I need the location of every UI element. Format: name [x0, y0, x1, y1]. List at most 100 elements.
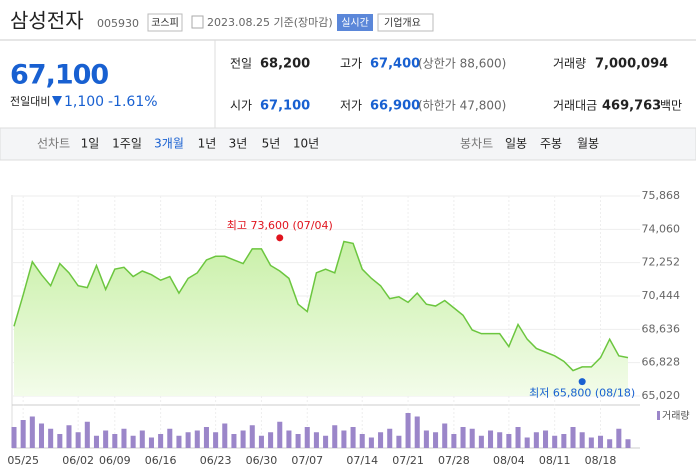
- change-rate: -1.61%: [108, 94, 158, 110]
- period-tab[interactable]: 10년: [293, 137, 319, 151]
- candle-tab[interactable]: 월봉: [577, 137, 599, 151]
- calendar-icon: [191, 15, 204, 29]
- volume-bar: [29, 416, 35, 448]
- realtime-badge[interactable]: [337, 14, 373, 31]
- stat-value: 66,900: [370, 99, 420, 114]
- volume-bar: [103, 430, 109, 448]
- price-area: [14, 241, 628, 396]
- volume-bar: [249, 425, 255, 448]
- volume-bar: [57, 434, 63, 448]
- stat-value: 67,100: [260, 99, 310, 114]
- company-code: 005930: [97, 17, 139, 30]
- period-tab[interactable]: 5년: [262, 137, 281, 151]
- y-tick-label: 74,060: [642, 222, 681, 235]
- volume-bar: [213, 432, 219, 448]
- volume-legend-swatch: [657, 411, 660, 420]
- volume-bar: [112, 434, 118, 448]
- volume-bar: [469, 428, 475, 448]
- stat-note: (상한가 88,600): [418, 57, 506, 71]
- volume-bar: [222, 423, 228, 448]
- volume-bar: [11, 427, 17, 448]
- period-tab[interactable]: 1일: [81, 137, 100, 151]
- volume-bar: [341, 430, 347, 448]
- price: 67,100: [10, 60, 108, 91]
- y-tick-label: 70,444: [642, 289, 681, 302]
- date: 2023.08.25 기준(장마감): [207, 16, 333, 29]
- stat-label: 시가: [230, 99, 252, 113]
- candle-tab[interactable]: 주봉: [540, 137, 562, 151]
- volume-bar: [258, 435, 264, 448]
- stat-unit: 백만: [660, 99, 682, 113]
- change-label: 전일대비: [10, 94, 50, 108]
- price-line: [13, 240, 629, 372]
- volume-bar: [350, 427, 356, 448]
- volume-bar: [506, 434, 512, 448]
- volume-bar: [451, 434, 457, 448]
- volume-bar: [167, 428, 173, 448]
- volume-bar: [625, 439, 631, 448]
- x-tick-label: 07/14: [346, 454, 378, 467]
- volume-bar: [570, 427, 576, 448]
- period-tab[interactable]: 1주일: [112, 137, 142, 151]
- stat-value: 469,763: [602, 99, 661, 114]
- candle-tab[interactable]: 일봉: [505, 137, 527, 151]
- volume-bar: [194, 430, 200, 448]
- x-tick-label: 06/30: [246, 454, 278, 467]
- stat-value: 67,400: [370, 57, 420, 72]
- volume-bar: [597, 435, 604, 448]
- volume-bar: [231, 434, 237, 448]
- volume-bar: [442, 423, 448, 448]
- x-tick-label: 05/25: [7, 454, 39, 467]
- y-tick-label: 75,868: [642, 189, 681, 202]
- y-tick-label: 66,828: [642, 356, 681, 369]
- market: 코스피: [151, 17, 179, 29]
- volume-bar: [176, 435, 182, 448]
- volume-legend: 거래량: [662, 410, 690, 422]
- volume-bar: [66, 425, 72, 448]
- volume-bar: [533, 432, 539, 448]
- stat-label: 고가: [340, 57, 362, 71]
- volume-bar: [616, 428, 622, 448]
- high-point: [276, 234, 284, 242]
- stat-label: 저가: [340, 99, 362, 113]
- x-tick-label: 06/09: [99, 454, 131, 467]
- high-label: 최고 73,600 (07/04): [227, 219, 333, 232]
- volume-bar: [38, 423, 45, 448]
- volume-bar: [323, 435, 329, 448]
- volume-bar: [48, 428, 54, 448]
- period-tab[interactable]: 1년: [198, 137, 217, 151]
- overview: 기업개요: [384, 16, 421, 29]
- down-arrow: [52, 96, 62, 106]
- volume-bar: [488, 430, 494, 448]
- volume-bar: [607, 439, 613, 448]
- volume-bar: [543, 430, 549, 448]
- volume-bar: [588, 437, 594, 448]
- x-tick-label: 06/16: [145, 454, 177, 467]
- company-name: 삼성전자: [10, 9, 84, 33]
- low-point: [578, 378, 586, 386]
- y-tick-label: 72,252: [642, 256, 681, 269]
- stat-label: 전일: [230, 57, 252, 71]
- volume-bar: [368, 437, 374, 448]
- volume-bar: [75, 432, 81, 448]
- period-tab[interactable]: 3개월: [154, 137, 184, 151]
- volume-bar: [286, 430, 292, 448]
- volume-bar: [414, 416, 420, 448]
- stat-label: 거래대금: [553, 99, 597, 113]
- volume-bar: [579, 432, 585, 448]
- volume-bar: [240, 430, 246, 448]
- x-tick-label: 08/04: [493, 454, 525, 467]
- volume-bar: [139, 430, 145, 448]
- x-tick-label: 08/18: [585, 454, 617, 467]
- volume-bar: [130, 435, 136, 448]
- period-tab[interactable]: 3년: [229, 137, 248, 151]
- x-tick-label: 06/02: [62, 454, 94, 467]
- stat-label: 거래량: [553, 57, 586, 71]
- y-tick-label: 65,020: [642, 389, 681, 402]
- x-tick-label: 08/11: [539, 454, 571, 467]
- volume-bar: [20, 420, 26, 448]
- overview-button[interactable]: [377, 13, 434, 32]
- volume-bar: [121, 428, 127, 448]
- x-tick-label: 06/23: [200, 454, 232, 467]
- volume-bar: [460, 427, 466, 448]
